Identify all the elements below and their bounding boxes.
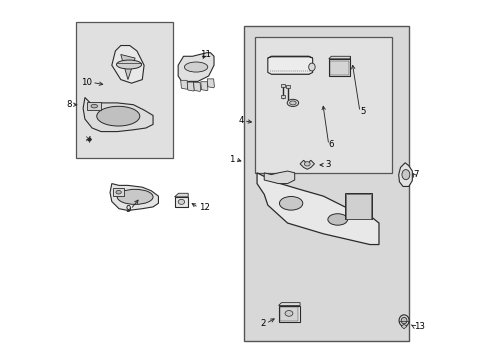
Bar xyxy=(286,85,289,88)
Polygon shape xyxy=(83,98,153,132)
Ellipse shape xyxy=(401,170,409,180)
Ellipse shape xyxy=(304,162,309,166)
Ellipse shape xyxy=(117,189,153,204)
Polygon shape xyxy=(112,45,144,83)
Ellipse shape xyxy=(327,214,347,225)
Text: 8: 8 xyxy=(66,100,72,109)
Text: 6: 6 xyxy=(328,140,334,149)
Text: 1: 1 xyxy=(229,155,234,164)
Ellipse shape xyxy=(285,311,292,316)
Polygon shape xyxy=(257,173,378,244)
Ellipse shape xyxy=(400,318,406,324)
Bar xyxy=(328,59,349,76)
Polygon shape xyxy=(267,56,312,74)
Bar xyxy=(278,306,300,321)
Bar xyxy=(244,26,408,341)
Text: 2: 2 xyxy=(260,319,265,328)
Ellipse shape xyxy=(97,106,140,126)
Bar xyxy=(279,307,298,320)
Polygon shape xyxy=(180,80,187,89)
Polygon shape xyxy=(110,184,158,211)
Polygon shape xyxy=(278,303,300,306)
Ellipse shape xyxy=(91,104,97,108)
Polygon shape xyxy=(187,82,194,91)
Text: 7: 7 xyxy=(413,170,418,179)
Ellipse shape xyxy=(178,199,184,204)
Bar xyxy=(329,60,348,75)
Text: 13: 13 xyxy=(413,322,424,331)
Text: 4: 4 xyxy=(238,116,244,125)
Polygon shape xyxy=(207,79,214,88)
Polygon shape xyxy=(264,171,294,184)
Bar xyxy=(345,194,370,219)
Polygon shape xyxy=(267,56,312,58)
Ellipse shape xyxy=(184,62,207,72)
Ellipse shape xyxy=(286,99,298,107)
Bar xyxy=(76,22,172,158)
Bar xyxy=(87,102,101,110)
Bar xyxy=(281,84,284,87)
Bar xyxy=(113,188,124,196)
Polygon shape xyxy=(121,54,135,80)
Text: 3: 3 xyxy=(325,161,330,170)
Text: 12: 12 xyxy=(198,203,209,212)
Polygon shape xyxy=(178,53,214,83)
Text: 9: 9 xyxy=(125,205,130,214)
Text: 10: 10 xyxy=(81,78,92,87)
Ellipse shape xyxy=(398,315,408,326)
Bar xyxy=(255,37,391,173)
Polygon shape xyxy=(300,160,314,169)
Polygon shape xyxy=(400,324,406,329)
Ellipse shape xyxy=(308,63,314,71)
Polygon shape xyxy=(398,163,411,186)
Polygon shape xyxy=(193,82,201,91)
Polygon shape xyxy=(328,56,349,59)
Bar xyxy=(344,193,371,220)
Ellipse shape xyxy=(289,101,296,105)
Text: 11: 11 xyxy=(199,50,210,59)
Polygon shape xyxy=(174,193,188,197)
Ellipse shape xyxy=(116,60,142,69)
Bar xyxy=(174,197,188,207)
Polygon shape xyxy=(201,82,207,91)
Ellipse shape xyxy=(279,197,302,210)
Bar xyxy=(281,95,284,98)
Text: 5: 5 xyxy=(359,107,365,116)
Ellipse shape xyxy=(116,190,121,194)
